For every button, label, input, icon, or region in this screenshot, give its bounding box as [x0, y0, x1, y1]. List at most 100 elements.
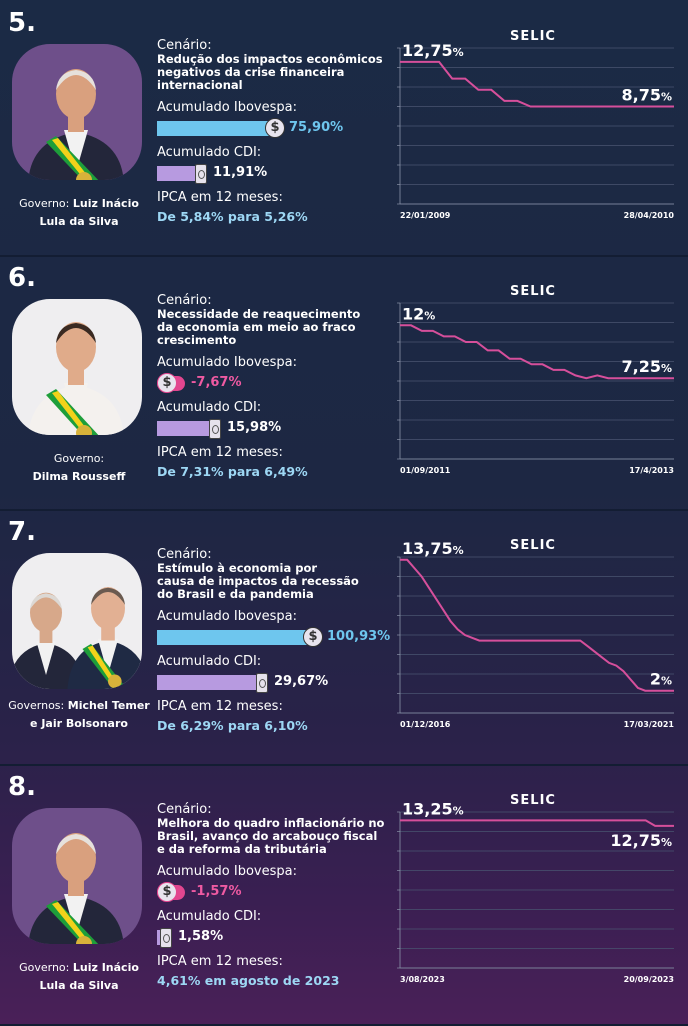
cdi-bar-row: 15,98% — [157, 417, 389, 439]
ibovespa-label: Acumulado Ibovespa: — [157, 100, 297, 115]
chart-title: SELIC — [510, 29, 556, 44]
selic-chart: SELIC 12% 7,25% 01/09/2011 17/4/2013 — [396, 281, 678, 481]
section-number: 8. — [8, 772, 36, 802]
cdi-value: 1,58% — [178, 929, 224, 944]
government-section: 8. Governo: Luiz Inácio Lula da Silva Cenár… — [0, 764, 688, 1026]
government-name-line2: e Jair Bolsonaro — [30, 717, 128, 730]
scenario-label: Cenário: — [157, 547, 212, 562]
scenario-label: Cenário: — [157, 802, 212, 817]
government-section: 5. Governo: Luiz Inácio Lula da Silva Cenár… — [0, 0, 688, 257]
scenario-text: Melhora do quadro inflacionário no Brasi… — [157, 816, 385, 856]
selic-chart-svg: SELIC 13,75% 2% 01/12/2016 17/03/2021 — [397, 538, 675, 729]
section-number: 5. — [8, 8, 36, 38]
cdi-label: Acumulado CDI: — [157, 145, 262, 160]
government-section: 6. Governo: Dilma Rousseff Cenário: Necessid… — [0, 255, 688, 511]
government-caption: Governo: Luiz Inácio Lula da Silva — [4, 195, 154, 231]
cdi-label: Acumulado CDI: — [157, 654, 262, 669]
ipca-value: 4,61% em agosto de 2023 — [157, 973, 340, 988]
coin-icon: $ — [157, 373, 177, 393]
ibovespa-bar-row: $75,90% — [157, 117, 389, 139]
government-prefix: Governo: — [53, 452, 105, 465]
start-value-label: 13,25% — [402, 799, 464, 818]
ibovespa-bar-row: $ -7,67% — [157, 372, 389, 394]
end-value-label: 2% — [650, 670, 672, 689]
banknote-icon — [195, 164, 207, 184]
ibovespa-label: Acumulado Ibovespa: — [157, 355, 297, 370]
selic-chart-svg: SELIC 12,75% 8,75% 22/01/2009 28/04/2010 — [397, 29, 675, 220]
scenario-label: Cenário: — [157, 293, 212, 308]
coin-icon: $ — [157, 882, 177, 902]
ipca-value: De 7,31% para 6,49% — [157, 464, 308, 479]
selic-series-line — [400, 60, 674, 108]
government-name: Luiz Inácio — [72, 197, 139, 210]
ibovespa-label: Acumulado Ibovespa: — [157, 864, 297, 879]
ibovespa-bar-row: $ -1,57% — [157, 881, 389, 903]
cdi-value: 29,67% — [274, 674, 329, 689]
cdi-bar-row: 29,67% — [157, 671, 389, 693]
x-start-label: 22/01/2009 — [400, 211, 451, 220]
ibovespa-value: 100,93% — [327, 629, 391, 644]
banknote-icon — [160, 928, 172, 948]
ipca-value: De 5,84% para 5,26% — [157, 209, 308, 224]
coin-icon: $ — [265, 118, 285, 138]
indicators-panel: Cenário: Necessidade de reaquecimento da … — [157, 293, 389, 479]
x-end-label: 17/4/2013 — [629, 466, 674, 475]
government-caption: Governo: Luiz Inácio Lula da Silva — [4, 959, 154, 995]
indicators-panel: Cenário: Melhora do quadro inflacionário … — [157, 802, 389, 988]
government-section: 7. Governos: Michel Temer e Jair Bolsonaro… — [0, 509, 688, 766]
cdi-label: Acumulado CDI: — [157, 400, 262, 415]
start-value-label: 12% — [402, 304, 435, 323]
x-end-label: 17/03/2021 — [624, 720, 675, 729]
ibovespa-bar — [157, 121, 275, 136]
scenario-text: Necessidade de reaquecimento da economia… — [157, 307, 361, 347]
portrait-photo — [12, 586, 142, 689]
coin-icon: $ — [303, 627, 323, 647]
president-portrait — [12, 553, 142, 689]
chart-title: SELIC — [510, 793, 556, 808]
scenario-text: Estímulo à economia por causa de impacto… — [157, 561, 359, 601]
chart-title: SELIC — [510, 284, 556, 299]
banknote-icon — [209, 419, 221, 439]
government-prefix: Governo: — [19, 197, 73, 210]
start-value-label: 13,75% — [402, 539, 464, 558]
government-name: Michel Temer — [67, 699, 150, 712]
ipca-value: De 6,29% para 6,10% — [157, 718, 308, 733]
government-caption: Governos: Michel Temer e Jair Bolsonaro — [4, 697, 154, 733]
ibovespa-bar-row: $100,93% — [157, 626, 391, 648]
x-start-label: 3/08/2023 — [400, 975, 445, 984]
x-start-label: 01/09/2011 — [400, 466, 451, 475]
cdi-label: Acumulado CDI: — [157, 909, 262, 924]
section-number: 6. — [8, 263, 36, 293]
government-prefix: Governos: — [8, 699, 68, 712]
x-start-label: 01/12/2016 — [400, 720, 451, 729]
government-prefix: Governo: — [19, 961, 73, 974]
government-name-line2: Lula da Silva — [39, 979, 119, 992]
president-portrait — [12, 44, 142, 180]
ipca-label: IPCA em 12 meses: — [157, 954, 283, 969]
x-end-label: 20/09/2023 — [624, 975, 674, 984]
chart-title: SELIC — [510, 538, 556, 553]
cdi-bar — [157, 166, 197, 181]
section-number: 7. — [8, 517, 36, 547]
indicators-panel: Cenário: Estímulo à economia por causa de… — [157, 547, 391, 733]
selic-chart: SELIC 12,75% 8,75% 22/01/2009 28/04/2010 — [396, 26, 678, 226]
government-caption: Governo: Dilma Rousseff — [4, 450, 154, 486]
x-end-label: 28/04/2010 — [624, 211, 675, 220]
end-value-label: 12,75% — [610, 831, 672, 850]
government-name-line2: Lula da Silva — [39, 215, 119, 228]
ipca-label: IPCA em 12 meses: — [157, 699, 283, 714]
ibovespa-value: -7,67% — [191, 375, 242, 390]
cdi-bar-row: 1,58% — [157, 926, 389, 948]
cdi-bar-row: 11,91% — [157, 162, 389, 184]
cdi-bar — [157, 675, 258, 690]
indicators-panel: Cenário: Redução dos impactos econômicos … — [157, 38, 389, 224]
selic-series-line — [400, 324, 674, 380]
cdi-bar — [157, 930, 162, 945]
selic-chart-svg: SELIC 12% 7,25% 01/09/2011 17/4/2013 — [397, 284, 674, 475]
start-value-label: 12,75% — [402, 41, 464, 60]
portrait-photo — [28, 833, 124, 944]
cdi-value: 11,91% — [213, 165, 268, 180]
ibovespa-value: 75,90% — [289, 120, 344, 135]
portrait-photo — [28, 322, 124, 435]
end-value-label: 8,75% — [621, 86, 672, 105]
